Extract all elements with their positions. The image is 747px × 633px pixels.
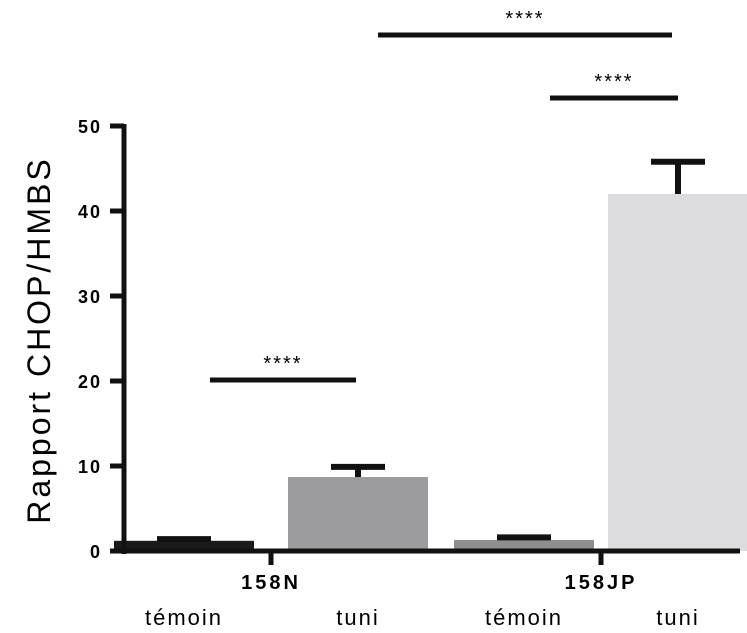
y-tick-label-5: 50 xyxy=(78,117,102,137)
bar-2 xyxy=(454,539,594,551)
group-label-1: 158JP xyxy=(565,572,638,594)
significance-label-0: **** xyxy=(263,353,302,375)
y-axis-label: Rapport CHOP/HMBS xyxy=(21,156,57,524)
significance-label-2: **** xyxy=(505,8,544,30)
condition-label-1: tuni xyxy=(336,605,379,630)
y-tick-label-4: 40 xyxy=(78,202,102,222)
condition-label-0: témoin xyxy=(145,605,223,630)
y-tick-label-3: 30 xyxy=(78,287,102,307)
significance-label-1: **** xyxy=(594,71,633,93)
bar-0 xyxy=(114,540,254,551)
group-label-0: 158N xyxy=(241,572,301,594)
bar-1 xyxy=(288,477,428,551)
y-tick-label-0: 0 xyxy=(90,542,102,562)
condition-label-2: témoin xyxy=(485,605,563,630)
y-tick-label-1: 10 xyxy=(78,457,102,477)
y-tick-label-2: 20 xyxy=(78,372,102,392)
condition-label-3: tuni xyxy=(656,605,699,630)
bar-3 xyxy=(608,194,747,551)
